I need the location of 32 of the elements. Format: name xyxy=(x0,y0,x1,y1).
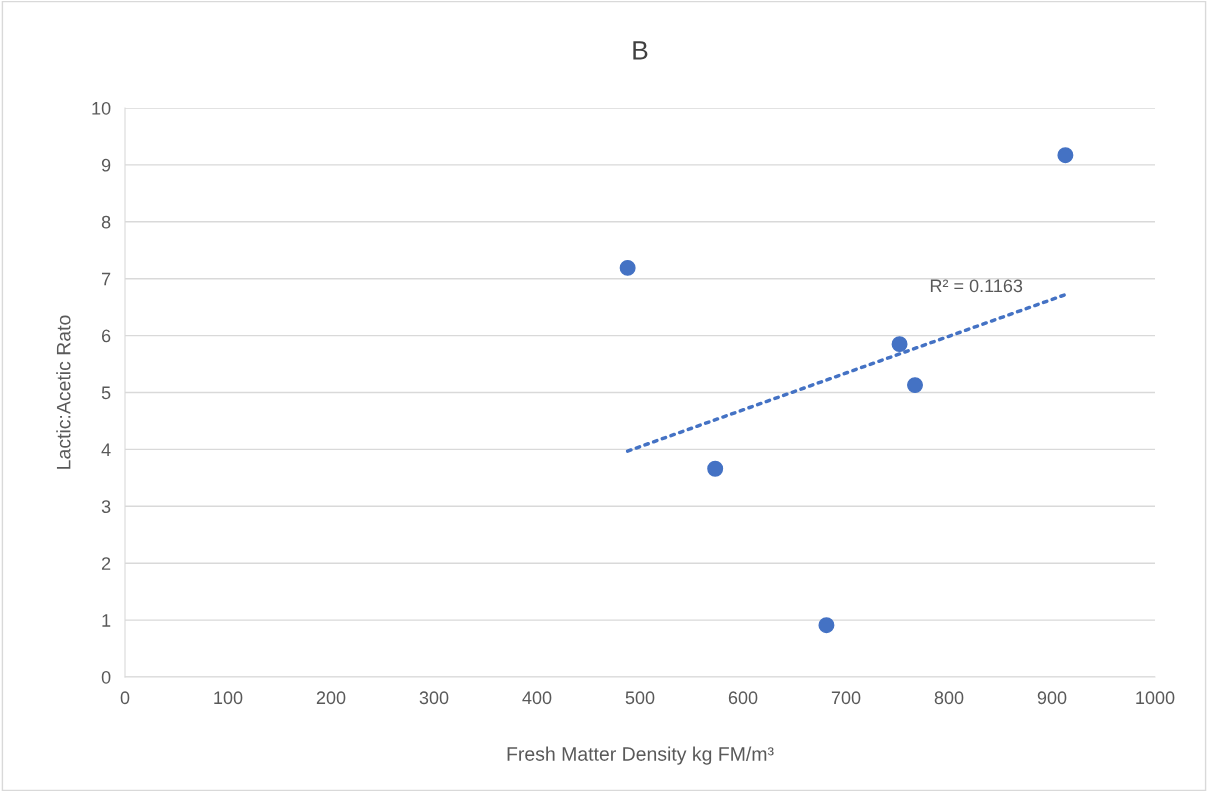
x-tick-label: 400 xyxy=(522,691,552,705)
x-tick-label: 900 xyxy=(1037,691,1067,705)
x-tick-label: 0 xyxy=(120,691,130,705)
y-tick-label: 6 xyxy=(101,329,111,343)
y-tick-label: 4 xyxy=(101,443,111,456)
chart-title: B xyxy=(633,41,648,60)
y-tick-label: 1 xyxy=(102,614,111,627)
x-tick-label: 600 xyxy=(728,691,758,705)
y-tick-label: 8 xyxy=(101,215,111,229)
point xyxy=(891,336,908,353)
x-tick-label: 500 xyxy=(625,691,655,705)
y-tick-label: 7 xyxy=(102,272,111,286)
x-axis-title: Fresh Matter Density kg FM/m³ xyxy=(507,746,774,765)
y-tick-label: 3 xyxy=(101,500,111,514)
y-tick-label: 0 xyxy=(101,670,111,684)
point xyxy=(818,617,835,634)
annotation: R² = 0.1163 xyxy=(930,279,1023,293)
x-tick-label: 700 xyxy=(831,691,861,705)
x-tick-label: 300 xyxy=(419,691,449,705)
x-tick-label: 800 xyxy=(934,691,964,705)
point xyxy=(707,460,724,477)
y-axis-title: Lactic:Acetic Rato xyxy=(56,315,71,469)
x-tick-label: 1000 xyxy=(1136,691,1175,705)
x-tick-label: 200 xyxy=(316,691,346,705)
point xyxy=(907,377,923,394)
y-tick-label: 9 xyxy=(101,158,111,172)
y-tick-label: 10 xyxy=(92,101,111,115)
point xyxy=(1057,147,1074,164)
x-tick-label: 100 xyxy=(214,691,243,705)
y-tick-label: 5 xyxy=(101,386,111,400)
y-tick-label: 2 xyxy=(101,557,111,570)
point xyxy=(619,259,636,276)
